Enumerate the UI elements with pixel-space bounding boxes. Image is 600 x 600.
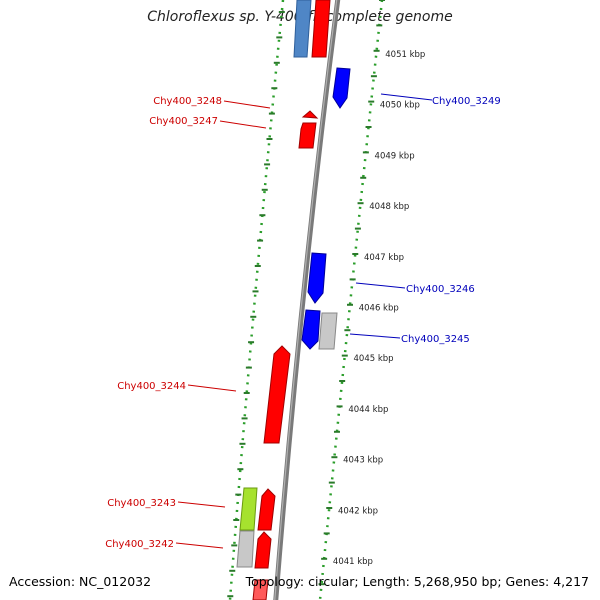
accession-text: Accession: NC_012032 bbox=[9, 574, 152, 589]
inner-ruler-ring bbox=[228, 0, 285, 600]
gene-label-chy400-3246[interactable]: Chy400_3246 bbox=[406, 284, 475, 295]
genome-stats-text: Topology: circular; Length: 5,268,950 bp… bbox=[245, 574, 589, 589]
gene-feature-chy400-3243[interactable] bbox=[257, 488, 276, 531]
gene-feature-chy400-3248[interactable] bbox=[301, 110, 319, 119]
ruler-label: 4046 kbp bbox=[359, 304, 399, 314]
inner-ring-ticks bbox=[227, 11, 285, 598]
gene-feature-other-grey[interactable] bbox=[318, 312, 338, 350]
ruler-label: 4045 kbp bbox=[354, 354, 394, 364]
gene-feature-chy400-3249[interactable] bbox=[332, 67, 351, 109]
gene-feature-chy400-3246[interactable] bbox=[307, 252, 327, 304]
gene-labels: Chy400_3249 Chy400_3248 Chy400_3247 Chy4… bbox=[105, 96, 501, 550]
ruler-label: 4047 kbp bbox=[364, 253, 404, 263]
gene-feature-forward-top[interactable] bbox=[311, 0, 331, 58]
ruler-label: 4051 kbp bbox=[385, 50, 425, 60]
ruler-label: 4042 kbp bbox=[338, 506, 378, 516]
gene-label-chy400-3242[interactable]: Chy400_3242 bbox=[105, 539, 174, 550]
gene-label-chy400-3249[interactable]: Chy400_3249 bbox=[432, 96, 501, 107]
genome-backbone-highlight bbox=[274, 0, 338, 600]
gene-feature-steel[interactable] bbox=[293, 0, 312, 58]
ruler-labels: 4051 kbp 4050 kbp 4049 kbp 4048 kbp 4047 kbp… bbox=[333, 50, 425, 567]
gene-feature-chy400-3244[interactable] bbox=[263, 345, 291, 444]
gene-feature-chy400-3245[interactable] bbox=[301, 309, 321, 350]
ruler-label: 4048 kbp bbox=[369, 202, 409, 212]
ruler-label: 4050 kbp bbox=[380, 101, 420, 111]
gene-label-chy400-3243[interactable]: Chy400_3243 bbox=[107, 498, 176, 509]
gene-feature-bottom-partial[interactable] bbox=[252, 579, 269, 600]
ruler-label: 4044 kbp bbox=[348, 405, 388, 415]
gene-label-chy400-3248[interactable]: Chy400_3248 bbox=[153, 96, 222, 107]
label-leader-lines bbox=[175, 93, 433, 549]
gene-features bbox=[236, 0, 351, 600]
outer-ring-ticks bbox=[318, 0, 385, 586]
gene-feature-chy400-3242[interactable] bbox=[254, 531, 272, 569]
gene-feature-highlight-green[interactable] bbox=[239, 487, 258, 531]
ruler-label: 4041 kbp bbox=[333, 557, 373, 567]
gene-label-chy400-3247[interactable]: Chy400_3247 bbox=[149, 116, 218, 127]
ruler-label: 4043 kbp bbox=[343, 456, 383, 466]
gene-feature-chy400-3247[interactable] bbox=[298, 122, 317, 149]
gene-feature-other-grey-2[interactable] bbox=[236, 530, 255, 568]
genome-backbone bbox=[273, 0, 341, 600]
gene-label-chy400-3244[interactable]: Chy400_3244 bbox=[117, 381, 186, 392]
ruler-label: 4049 kbp bbox=[375, 151, 415, 161]
gene-label-chy400-3245[interactable]: Chy400_3245 bbox=[401, 334, 470, 345]
